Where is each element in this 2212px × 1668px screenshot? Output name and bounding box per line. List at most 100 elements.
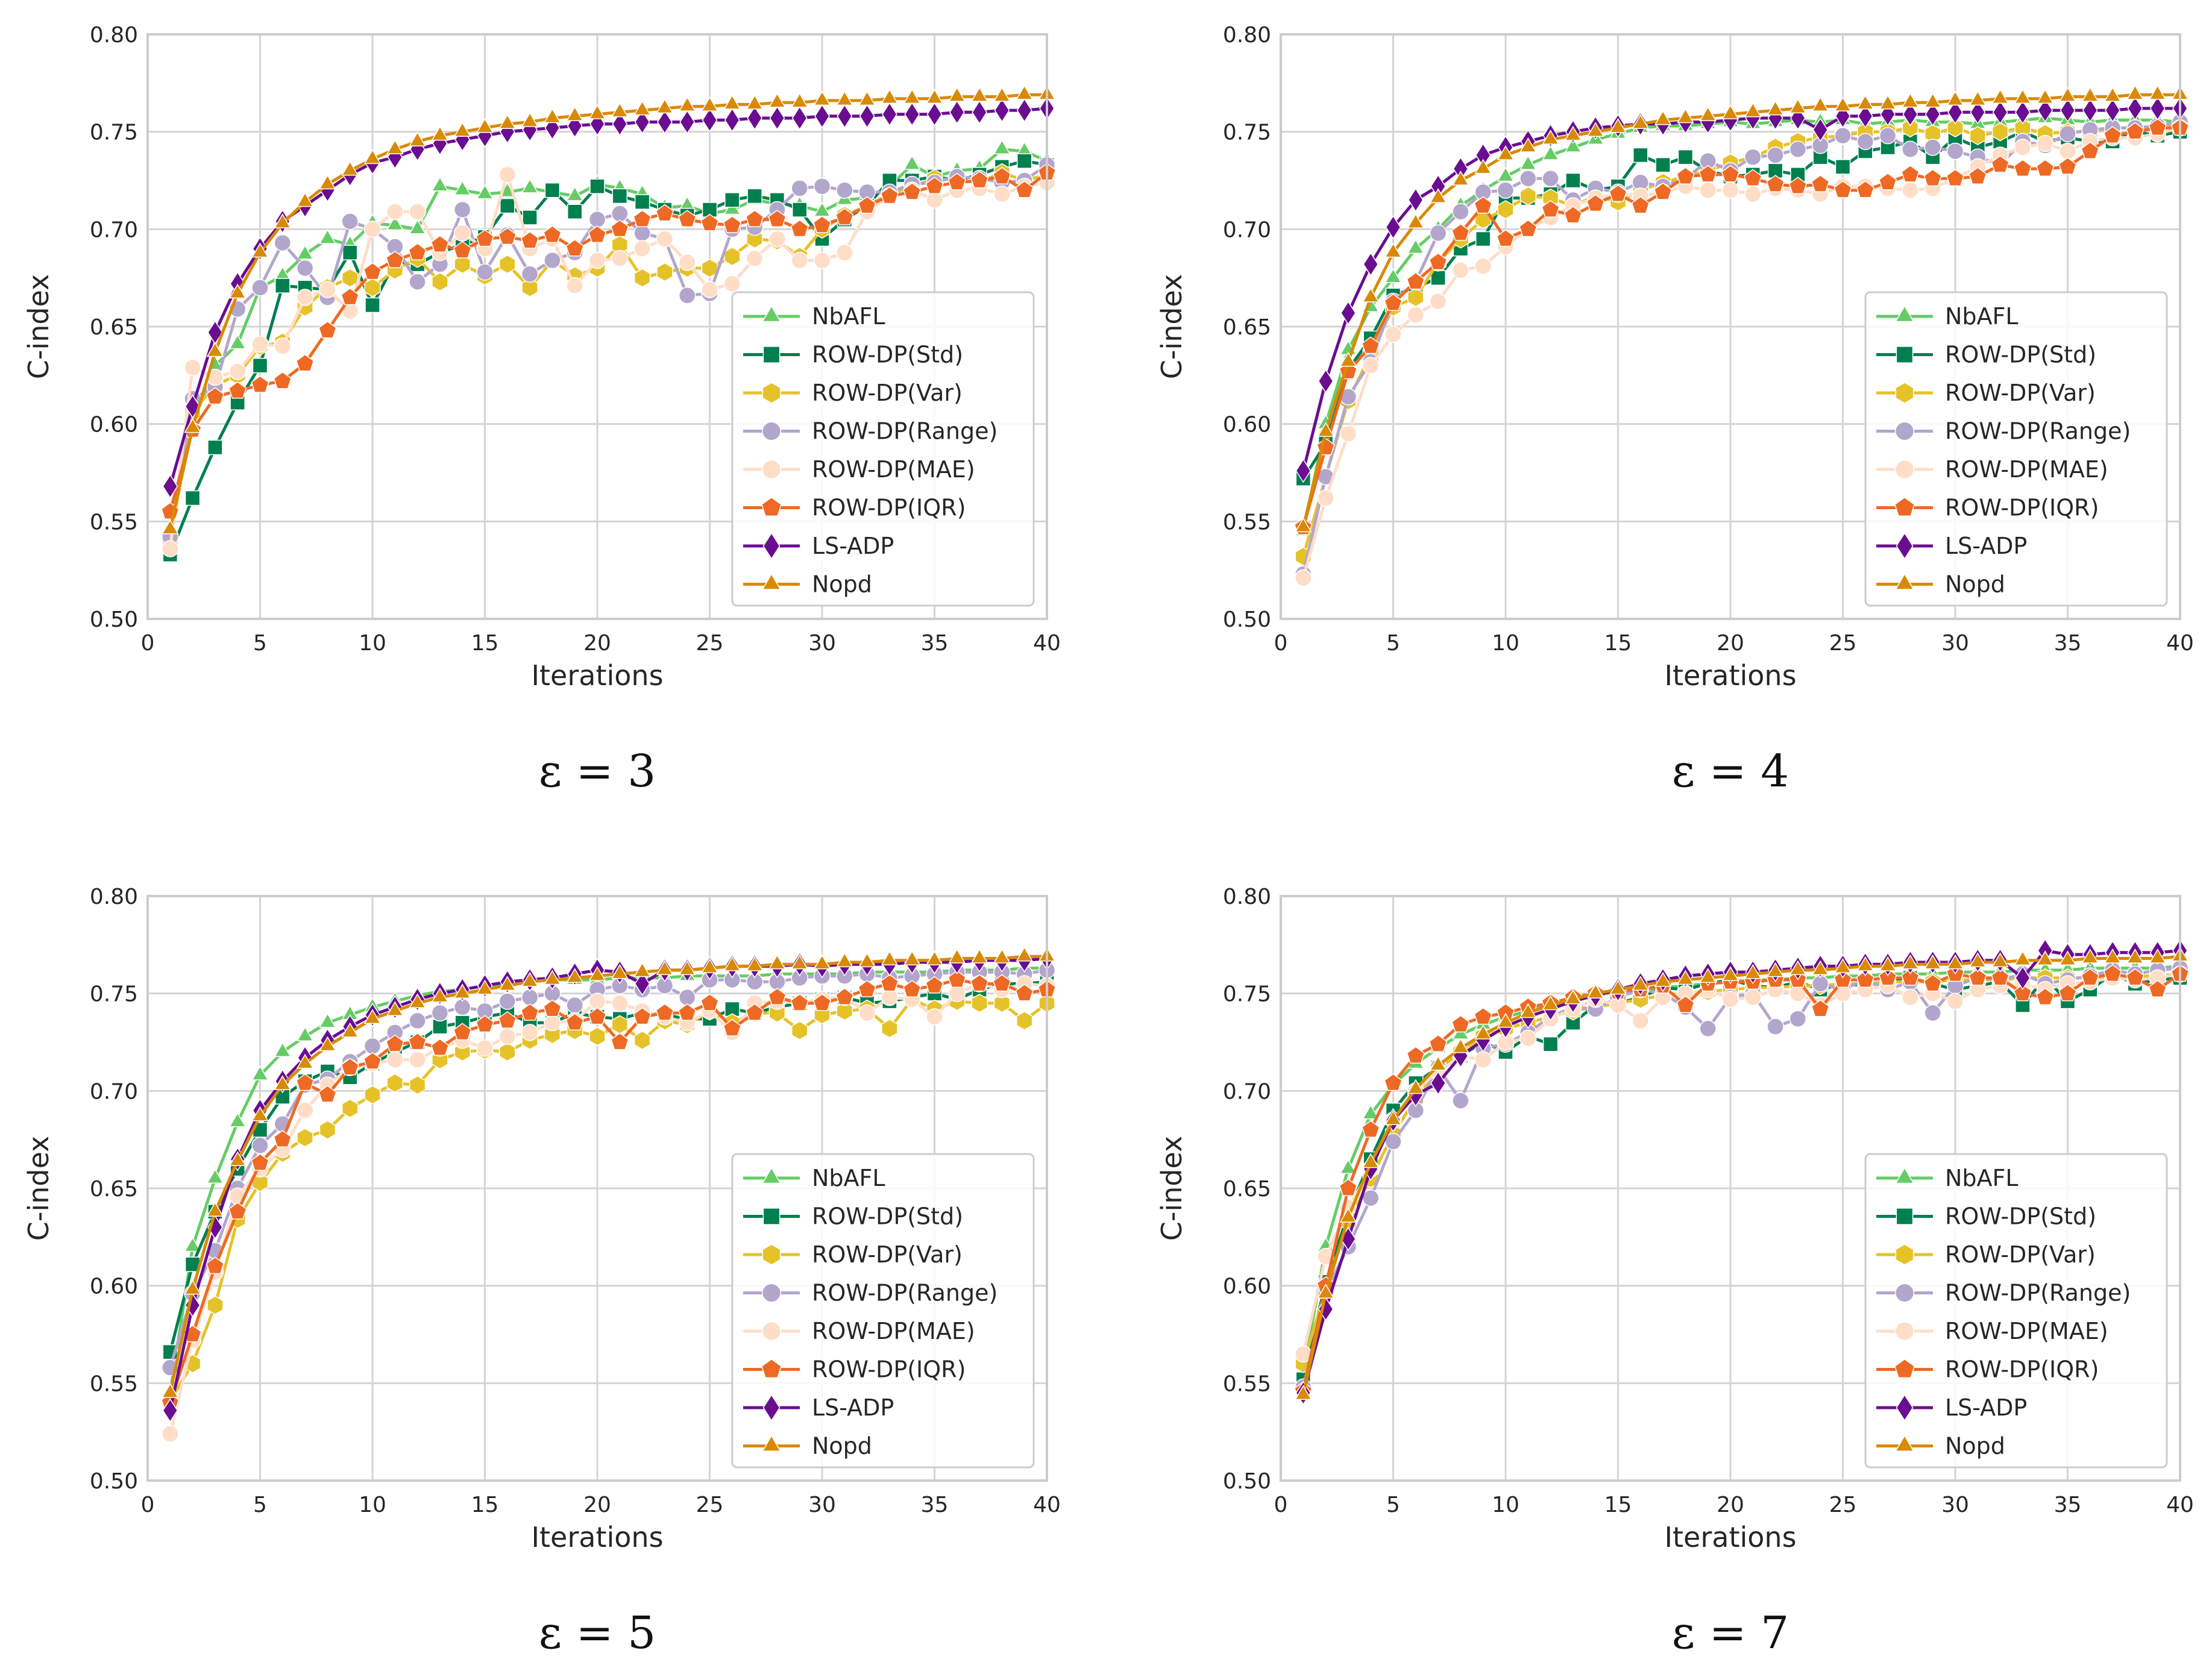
data-point [926,950,943,965]
data-point [2058,157,2077,175]
data-point [273,371,292,389]
data-point [207,439,223,456]
data-point [813,90,831,106]
data-point [363,221,382,238]
legend-entry-row-dp-range: ROW-DP(Range) [743,1280,998,1306]
data-point [1833,970,1852,988]
data-point [612,111,628,136]
data-point [881,950,899,965]
legend-marker [762,382,781,404]
data-point [1744,102,1762,118]
data-point [1519,219,1538,237]
legend-entry-ls-adp: LS-ADP [1876,1394,2027,1422]
data-point [409,202,426,221]
data-point [184,359,201,377]
data-point [835,988,854,1006]
data-point [432,272,448,292]
legend-label: ROW-DP(MAE) [812,456,975,483]
data-point [162,1383,179,1398]
data-point [947,172,966,190]
x-tick-label: 40 [1033,631,1061,656]
legend-marker [1896,532,1914,560]
x-tick-label: 20 [583,1493,611,1517]
data-point [903,980,922,998]
x-tick-label: 35 [921,1493,949,1517]
data-point [858,1004,876,1022]
data-point [1789,960,1807,976]
data-point [970,171,989,189]
data-point [251,242,269,258]
data-point [296,1053,314,1069]
panel-caption: ε = 7 [1672,1607,1789,1659]
data-point [1632,976,1650,991]
data-point [746,249,764,268]
data-point [476,118,494,133]
data-point [1519,1029,1537,1047]
data-point [1878,172,1897,190]
data-point [1609,184,1627,202]
data-point [837,104,853,128]
data-point [747,105,762,131]
legend-entry-row-dp-std: ROW-DP(Std) [743,342,963,368]
data-point [544,182,561,198]
x-tick-label: 5 [253,1493,267,1517]
data-point [1856,956,1874,971]
data-point [1362,1104,1380,1120]
legend-entry-nbafl: NbAFL [743,1165,885,1191]
data-point [1677,970,1694,985]
data-point [2103,126,2122,144]
series-line [168,982,1048,1434]
data-point [723,956,741,971]
series-line [168,159,1048,556]
x-tick-label: 35 [2054,631,2082,656]
data-point [1519,137,1537,152]
data-point [409,131,426,147]
legend-label: NbAFL [812,303,885,330]
data-point [656,230,674,248]
y-tick-label: 0.80 [90,23,138,48]
legend-marker [1896,346,1914,363]
data-point [993,993,1011,1013]
legend-entry-row-dp-var: ROW-DP(Var) [1876,1241,2096,1268]
data-point [588,225,607,243]
data-point [993,87,1011,102]
data-point [1924,139,1941,156]
data-point [768,954,786,970]
data-point [723,275,741,293]
data-point [1474,1051,1492,1068]
data-point [295,354,315,372]
y-tick-label: 0.50 [1223,1469,1271,1494]
data-point [1721,966,1739,981]
legend-label: ROW-DP(IQR) [812,1356,966,1383]
data-point [1811,96,1829,111]
data-point [1699,181,1717,199]
data-point [1429,1055,1447,1071]
data-point [993,948,1011,964]
data-point [296,244,314,260]
legend: NbAFL ROW-DP(Std) ROW-DP(Var) ROW-DP(Range)… [1864,1153,2168,1469]
data-point [1295,459,1312,483]
data-point [723,1018,741,1036]
legend-marker [1895,1244,1914,1265]
data-point [2126,122,2144,140]
series-line [168,968,1048,1369]
data-point [2015,100,2031,125]
data-point [520,231,539,249]
data-point [274,337,292,355]
data-point [813,177,831,195]
legend-marker [1895,1434,1914,1452]
data-point [1339,425,1357,443]
legend-label: ROW-DP(Std) [812,1203,963,1230]
data-point [2149,84,2166,100]
data-point [1384,1073,1403,1091]
data-point [812,215,832,233]
data-point [948,985,966,1002]
data-point [251,1153,269,1171]
y-tick-label: 0.70 [90,218,138,242]
data-point [701,281,718,298]
data-point [274,234,292,252]
data-point [1339,351,1357,367]
legend-label: LS-ADP [812,1394,894,1421]
data-point [1789,1010,1807,1027]
